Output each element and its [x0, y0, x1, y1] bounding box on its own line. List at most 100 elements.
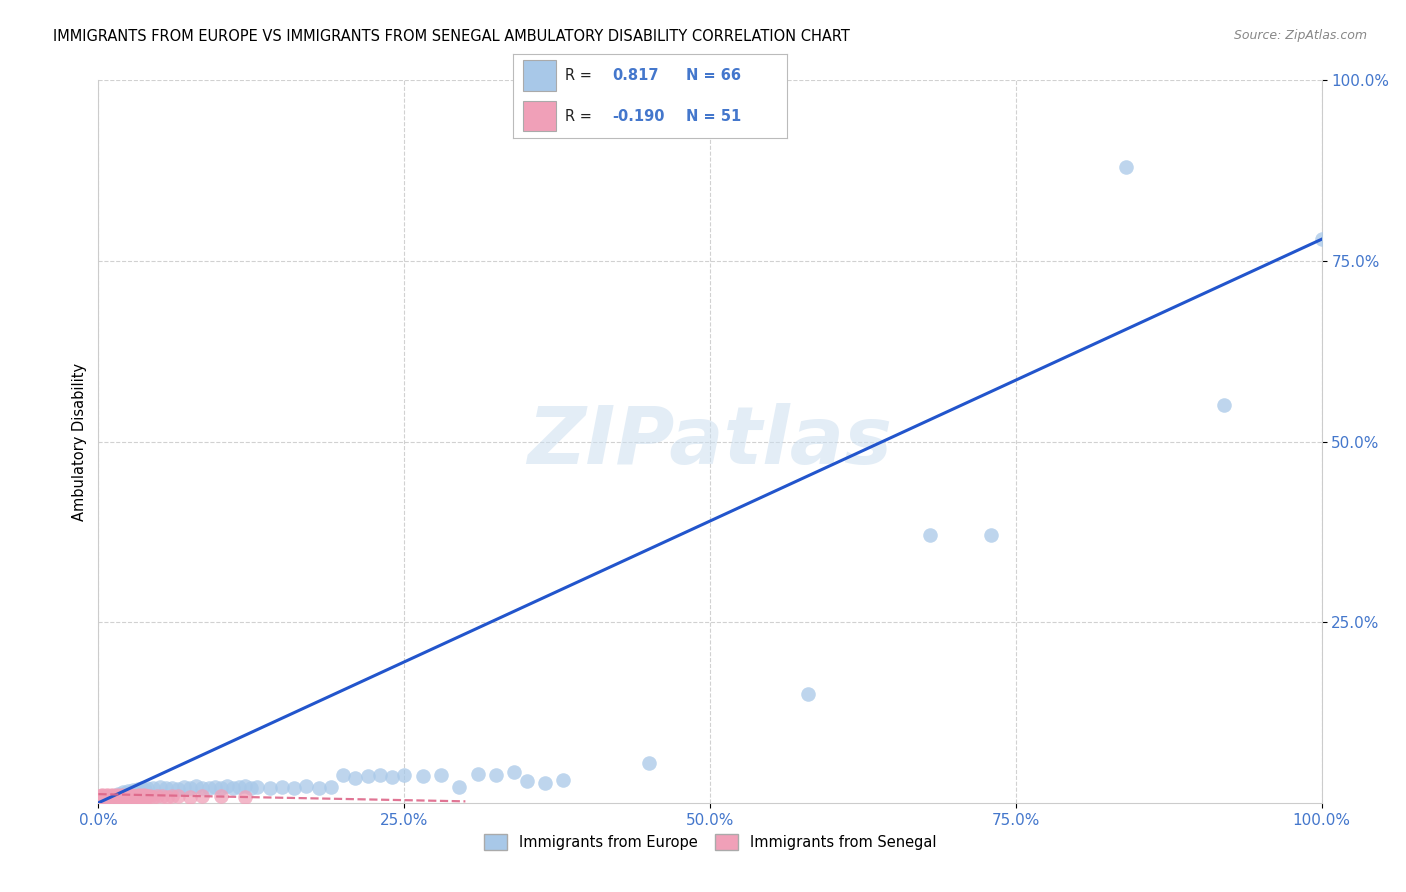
Point [120, 789, 142, 803]
Point [449, 780, 471, 794]
Point [485, 768, 508, 782]
Text: N = 66: N = 66 [686, 68, 741, 83]
Point [308, 781, 330, 796]
Point [146, 789, 169, 803]
Point [228, 780, 250, 794]
Point [112, 790, 135, 805]
Point [120, 786, 142, 800]
Point [124, 789, 146, 804]
Point [108, 790, 131, 805]
Point [100, 790, 122, 805]
Point [121, 782, 143, 797]
Point [155, 781, 177, 796]
Point [222, 781, 245, 796]
Point [319, 780, 342, 794]
Point [104, 789, 127, 804]
Point [91, 789, 114, 804]
Point [430, 768, 453, 782]
Point [381, 770, 404, 784]
Point [344, 771, 367, 785]
Point [920, 528, 942, 542]
Point [129, 784, 152, 798]
Point [150, 789, 173, 804]
Point [270, 780, 294, 794]
Point [97, 789, 120, 804]
Point [101, 788, 124, 802]
Point [142, 781, 165, 796]
Point [104, 789, 127, 803]
Text: IMMIGRANTS FROM EUROPE VS IMMIGRANTS FROM SENEGAL AMBULATORY DISABILITY CORRELAT: IMMIGRANTS FROM EUROPE VS IMMIGRANTS FRO… [53, 29, 851, 44]
Point [131, 789, 153, 803]
Point [173, 780, 195, 794]
Point [103, 790, 125, 805]
Text: N = 51: N = 51 [686, 109, 741, 124]
Point [156, 790, 179, 805]
Point [209, 789, 232, 804]
Point [240, 781, 263, 796]
Point [191, 780, 214, 795]
Point [160, 789, 183, 803]
Point [122, 789, 145, 803]
Point [179, 781, 201, 796]
Legend: Immigrants from Europe, Immigrants from Senegal: Immigrants from Europe, Immigrants from … [477, 827, 943, 857]
FancyBboxPatch shape [523, 101, 555, 131]
Point [91, 788, 114, 802]
Point [534, 775, 557, 789]
Point [124, 783, 146, 797]
Point [91, 791, 114, 805]
Point [179, 790, 201, 805]
Point [96, 788, 118, 802]
Point [233, 779, 256, 793]
Point [283, 780, 305, 795]
Point [259, 781, 281, 796]
Point [134, 782, 156, 797]
Point [332, 768, 354, 782]
Point [553, 772, 575, 787]
Point [204, 780, 226, 794]
Point [797, 687, 820, 701]
Point [101, 789, 124, 803]
Point [94, 793, 117, 807]
Point [136, 780, 159, 795]
Point [186, 779, 208, 793]
Point [89, 789, 111, 804]
Point [125, 790, 148, 805]
Point [1115, 160, 1137, 174]
Point [127, 789, 149, 803]
Point [94, 789, 117, 803]
Text: ZIPatlas: ZIPatlas [527, 402, 893, 481]
Point [117, 789, 139, 804]
Point [139, 789, 162, 804]
Point [110, 788, 132, 802]
Point [412, 769, 434, 783]
Point [1310, 232, 1333, 246]
Point [118, 790, 141, 805]
Point [111, 789, 134, 804]
Point [637, 756, 661, 770]
Point [90, 792, 112, 806]
Point [129, 789, 152, 804]
Text: -0.190: -0.190 [612, 109, 665, 124]
Point [114, 789, 136, 803]
Point [149, 780, 172, 794]
Point [503, 765, 526, 780]
Point [132, 788, 155, 802]
Point [110, 789, 132, 803]
Point [368, 767, 391, 781]
Point [90, 789, 112, 803]
Point [100, 789, 122, 803]
Point [136, 789, 159, 803]
Point [120, 788, 142, 802]
Point [980, 528, 1002, 542]
Point [215, 779, 238, 793]
Point [295, 779, 318, 793]
Point [131, 781, 153, 796]
Point [101, 789, 124, 804]
Y-axis label: Ambulatory Disability: Ambulatory Disability [72, 362, 87, 521]
Point [135, 790, 157, 805]
Point [209, 780, 232, 795]
Text: R =: R = [565, 68, 596, 83]
Point [167, 782, 190, 797]
Point [107, 789, 129, 804]
Point [107, 787, 129, 801]
